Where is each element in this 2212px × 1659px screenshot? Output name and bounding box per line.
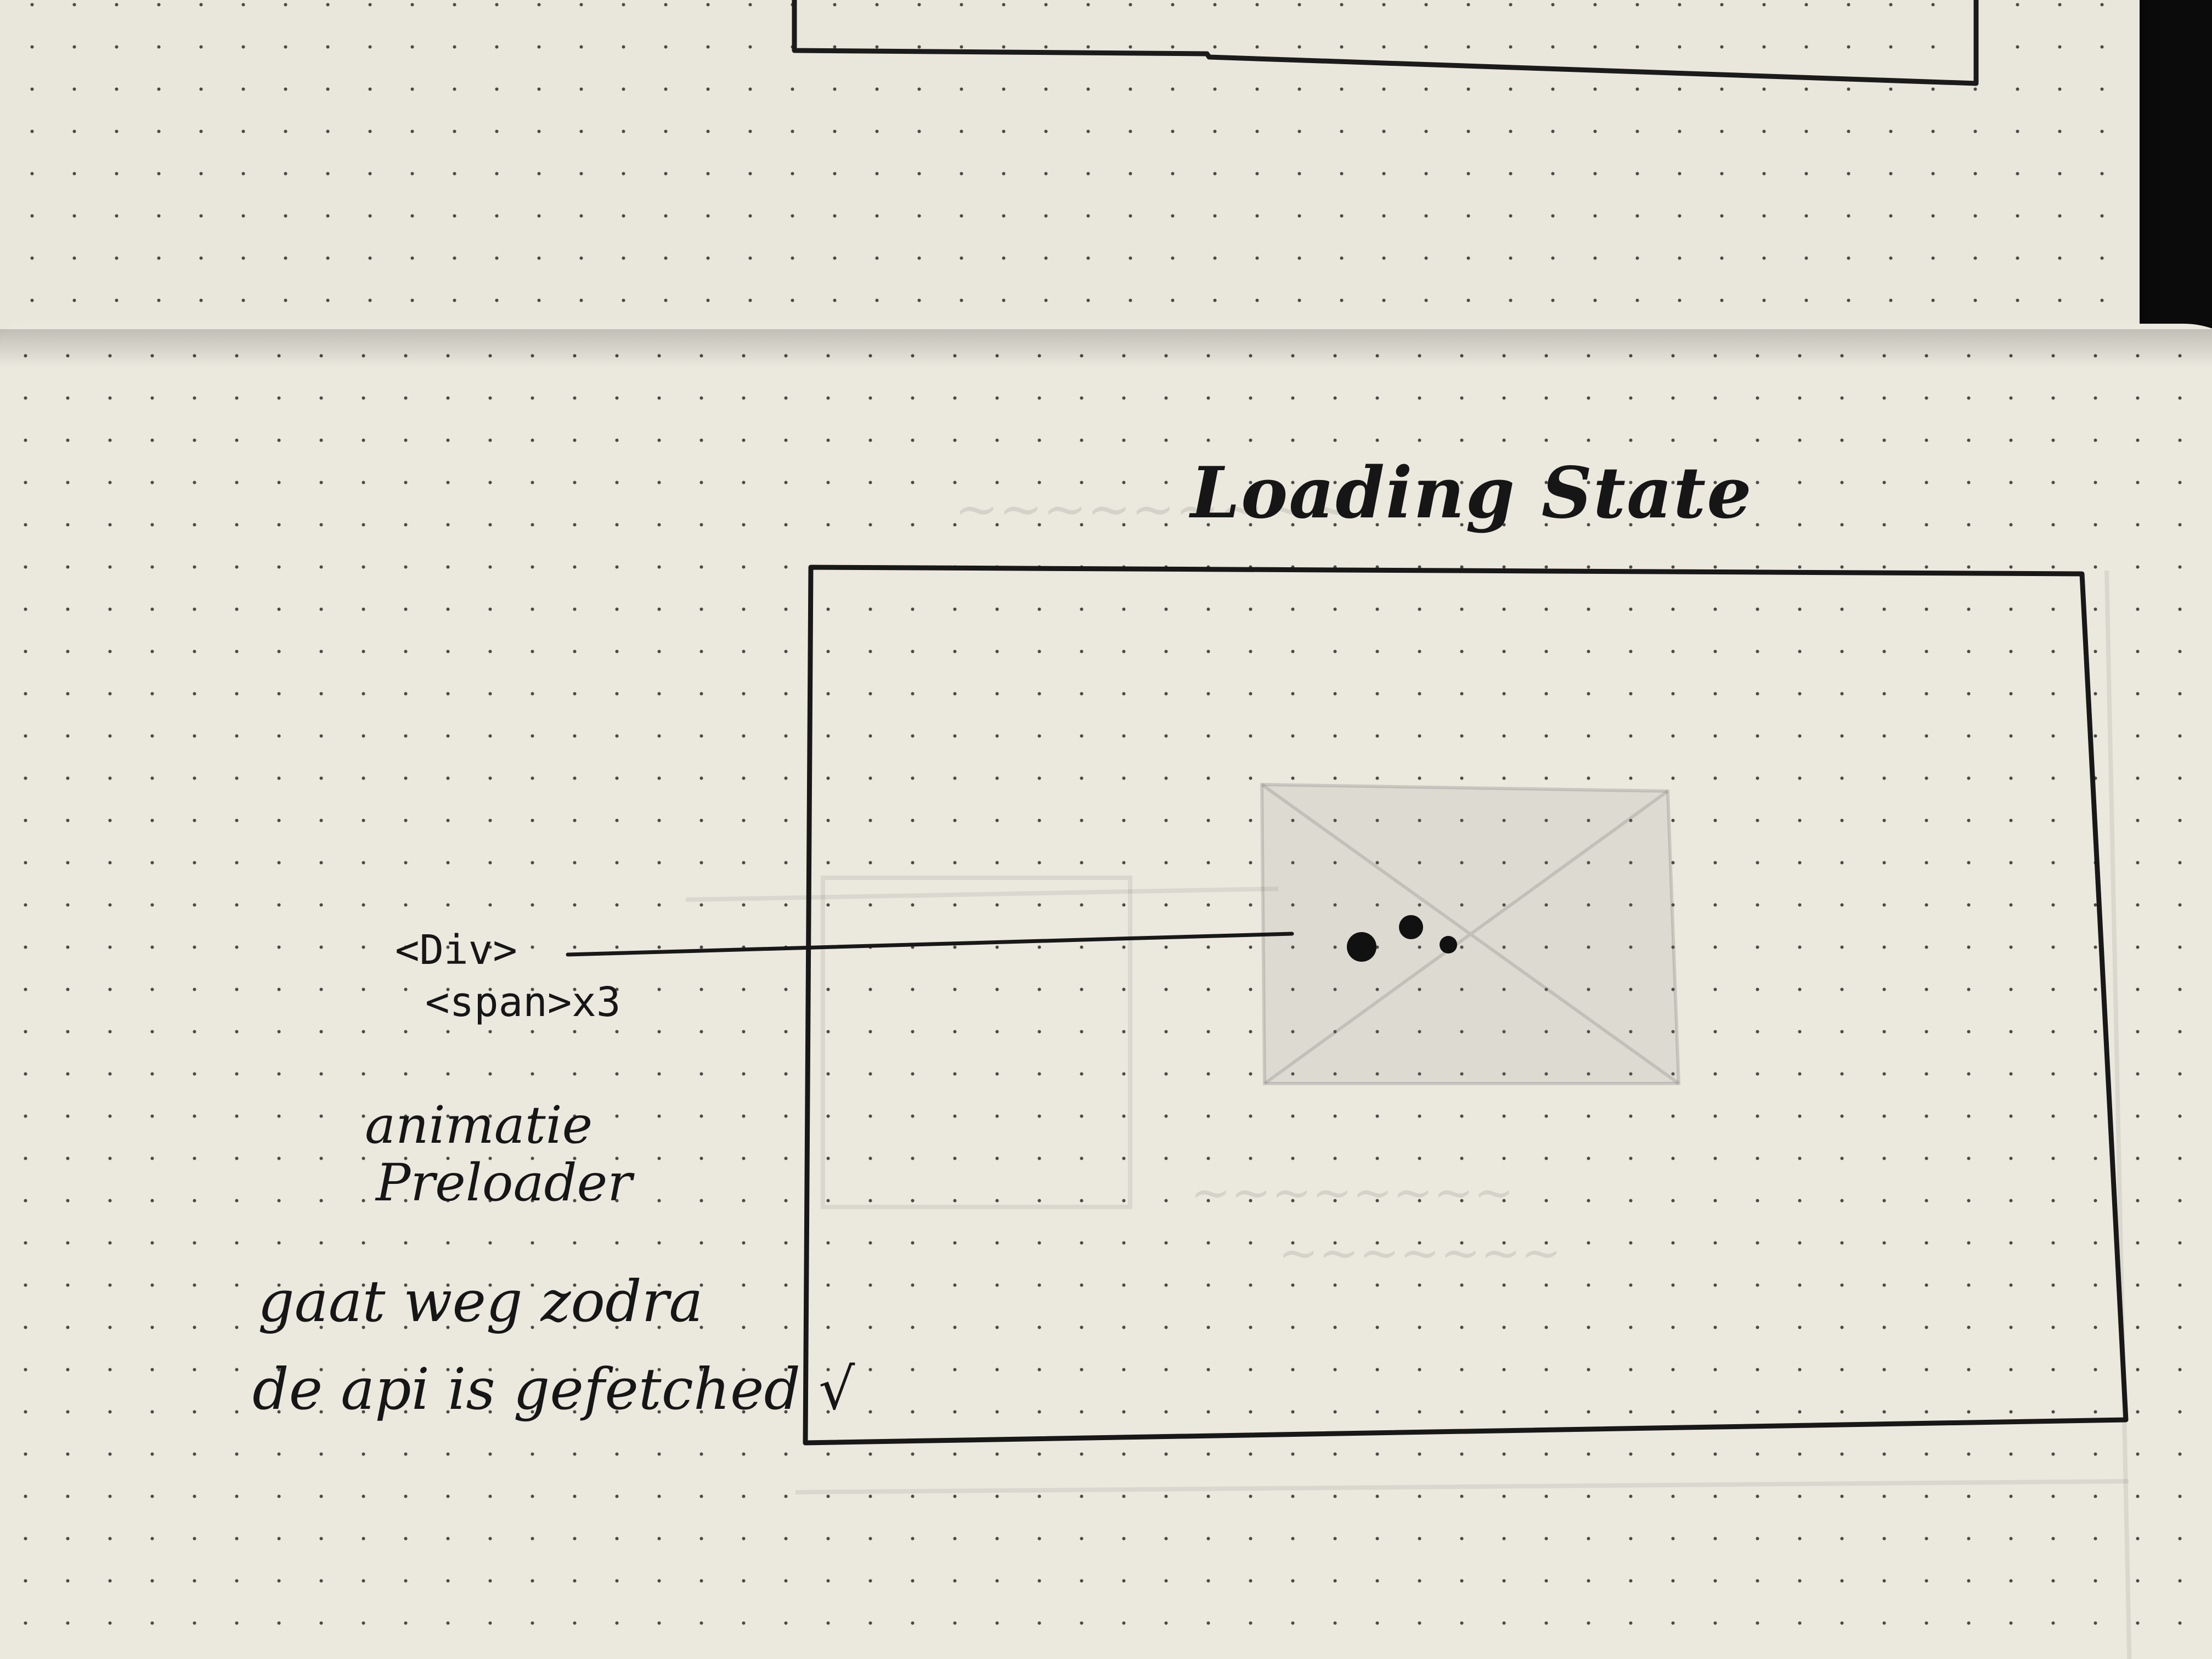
annotation-note-line-2: de api is gefetched √ <box>252 1356 855 1423</box>
image-placeholder-x-icon <box>1260 782 1681 1085</box>
annotation-pointer-line <box>566 932 1294 957</box>
three-dots-loader-icon <box>1347 915 1457 962</box>
bleed-through-sketch <box>685 570 2132 1659</box>
loading-state-frame <box>803 565 2129 1446</box>
notebook-upper-page <box>0 0 2140 369</box>
annotation-animation: animatie <box>365 1096 593 1155</box>
bleed-through-text: ~~~~~~~ <box>1278 1224 1562 1281</box>
bleed-through-text: ~~~~~~~~~ <box>955 478 1352 540</box>
annotation-note-line-1: gaat weg zodra <box>258 1268 703 1335</box>
sketch-title: Loading State <box>1190 452 1753 534</box>
notebook-lower-page <box>0 324 2212 1659</box>
annotation-div-element: <Div> <box>395 927 517 974</box>
bleed-through-text: ~~~~~~~~ <box>1190 1164 1514 1221</box>
annotation-preloader: Preloader <box>376 1153 633 1213</box>
annotation-span-elements: <span>x3 <box>425 979 621 1026</box>
previous-sketch-frame <box>792 0 1979 86</box>
